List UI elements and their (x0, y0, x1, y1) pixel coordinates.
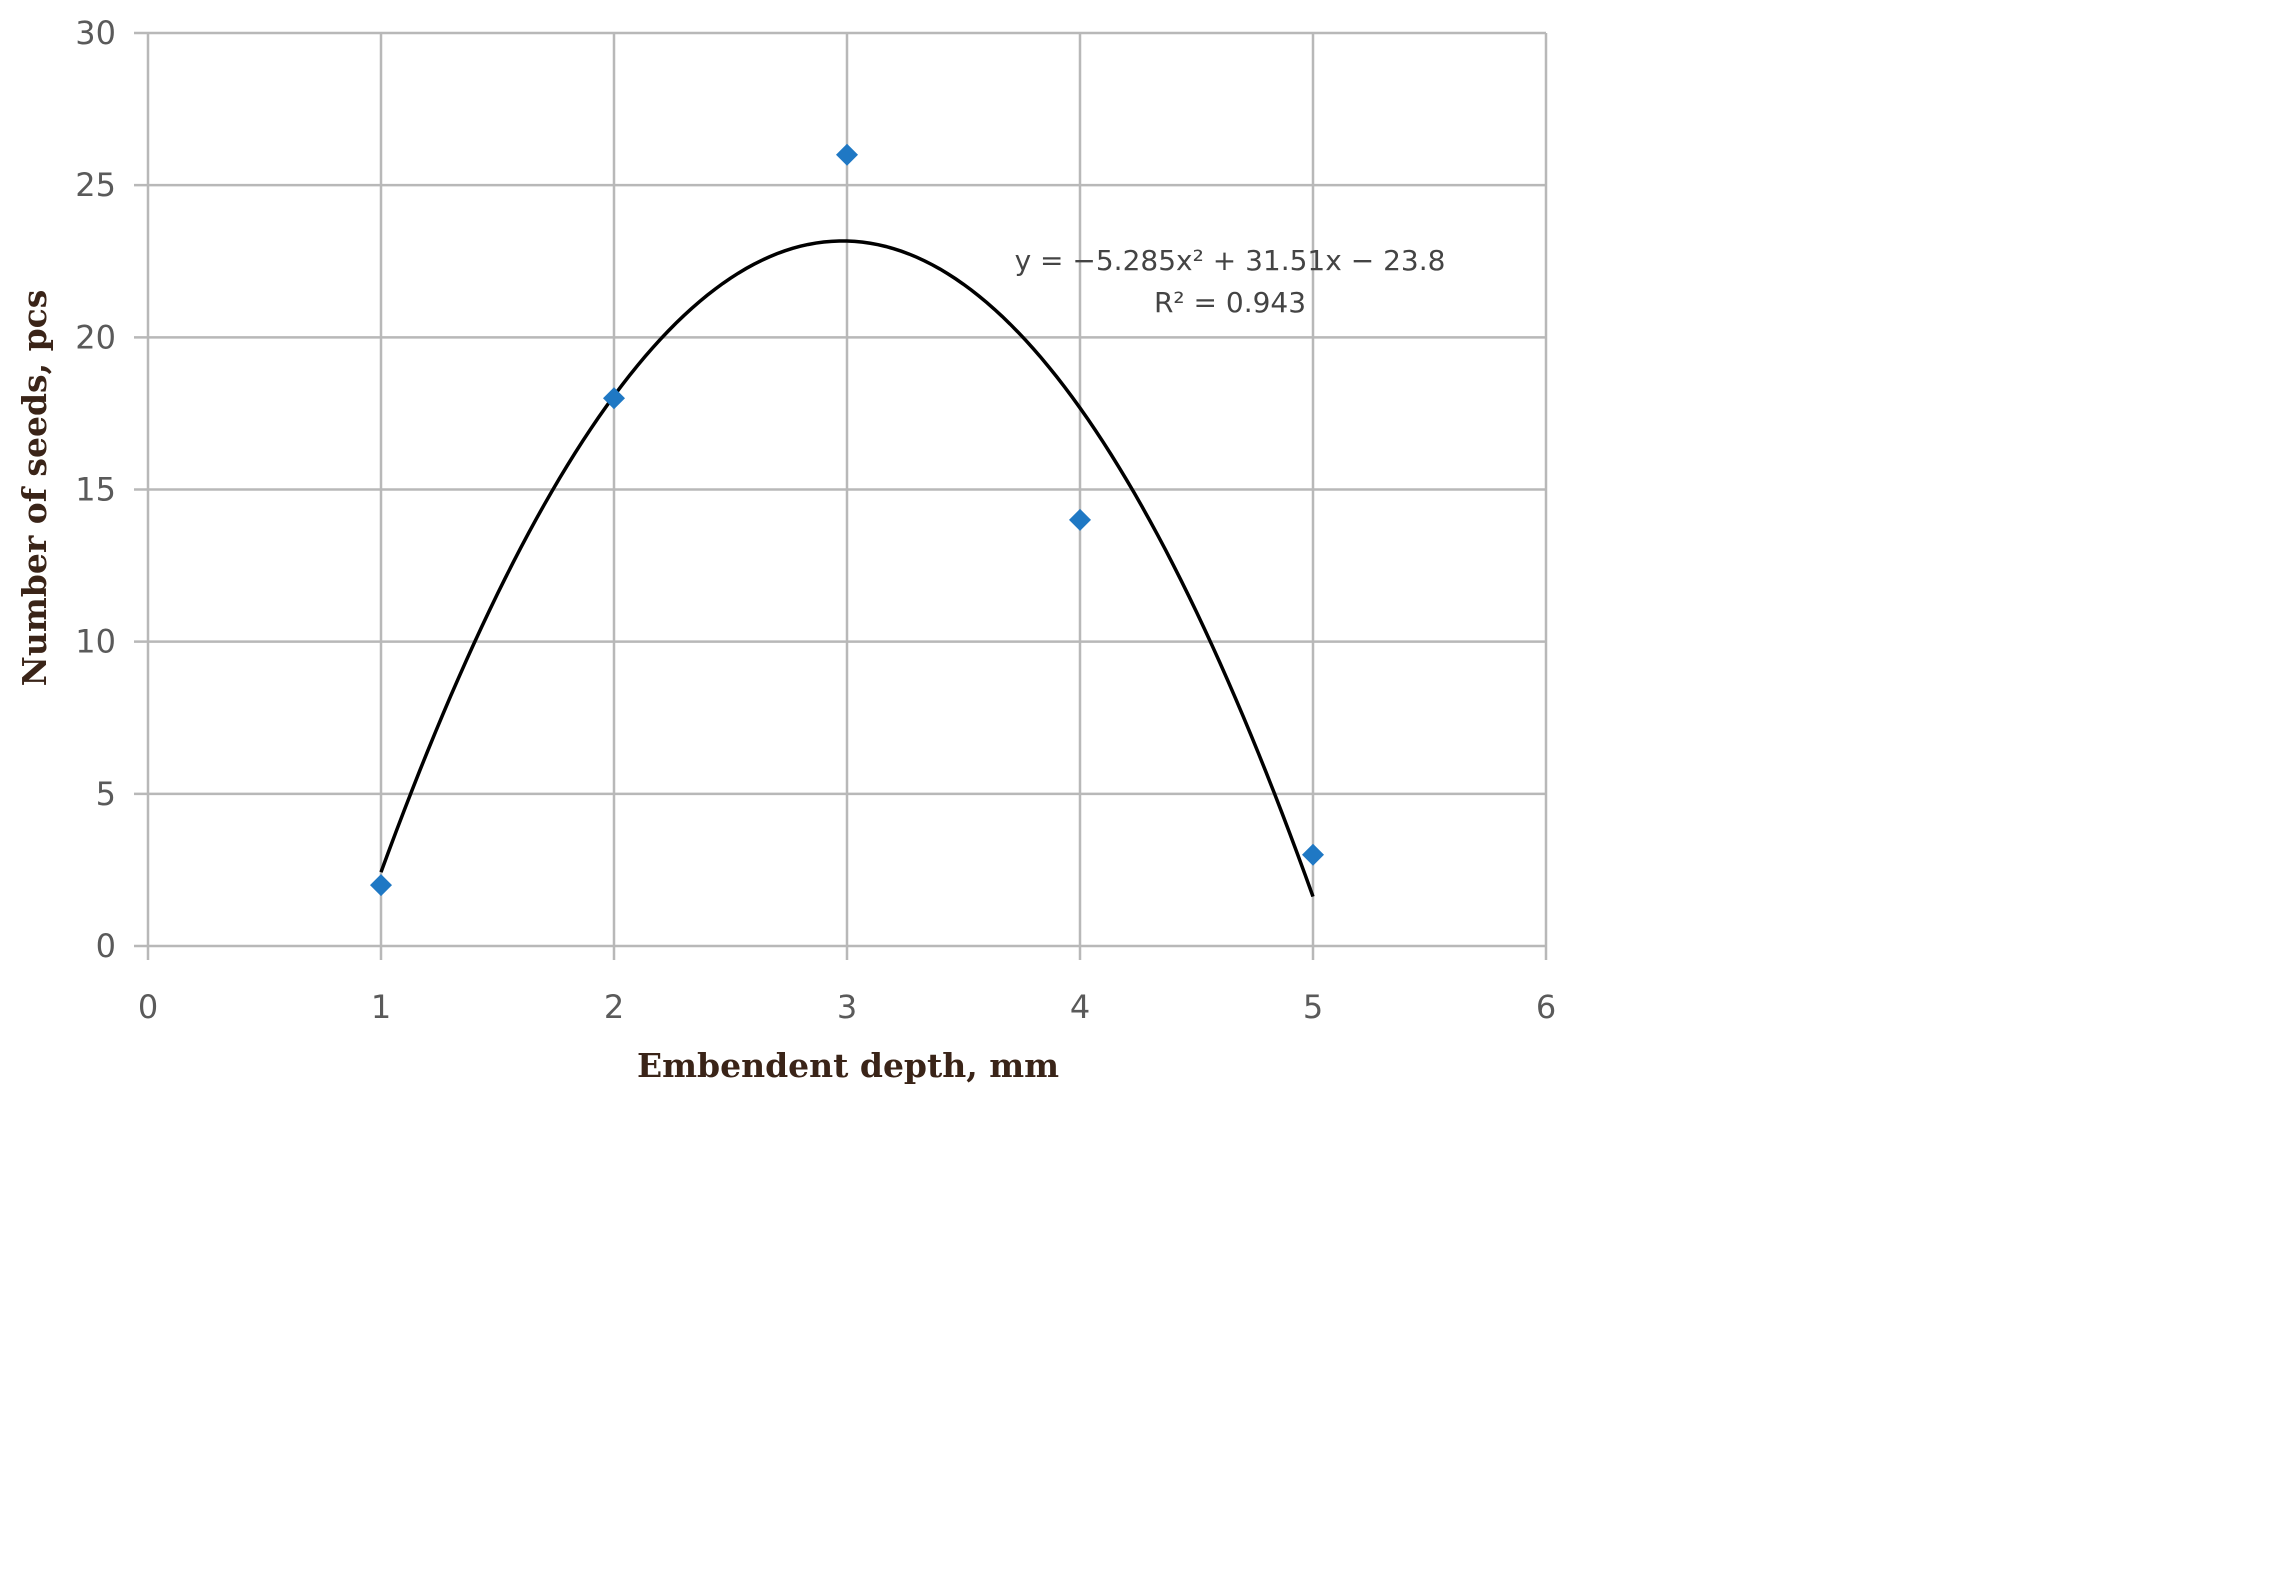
chart-container: 0 1 2 3 4 5 6 0 5 10 15 20 25 30 y = −5.285x² + 31.5… (0, 0, 1568, 1095)
y-tick-label-5: 25 (75, 166, 116, 204)
data-point-0-2 (836, 143, 858, 166)
data-points (370, 143, 1324, 897)
y-tick-label-6: 30 (75, 14, 116, 52)
x-axis-title: Embendent depth, mm (637, 1046, 1059, 1085)
polynomial-trendline (379, 239, 1315, 898)
data-point-0-0 (370, 874, 392, 897)
x-tick-label-4: 4 (1070, 988, 1090, 1026)
x-axis-ticks: 0 1 2 3 4 5 6 (138, 988, 1556, 1026)
x-tick-label-3: 3 (837, 988, 857, 1026)
y-tick-label-2: 10 (75, 623, 116, 661)
data-point-0-4 (1302, 843, 1324, 866)
y-tick-label-4: 20 (75, 318, 116, 356)
x-tick-label-0: 0 (138, 988, 158, 1026)
y-axis-title: Number of seeds, pcs (15, 290, 54, 687)
scatter-chart: 0 1 2 3 4 5 6 0 5 10 15 20 25 30 y = −5.285x² + 31.5… (15, 14, 1556, 1085)
data-point-0-1 (603, 387, 625, 410)
trendline-equation: y = −5.285x² + 31.51x − 23.8 (1015, 244, 1446, 277)
data-point-0-3 (1069, 508, 1091, 531)
y-tick-label-1: 5 (96, 775, 116, 813)
y-tick-label-0: 0 (96, 927, 116, 965)
x-tick-label-2: 2 (604, 988, 624, 1026)
x-tick-label-6: 6 (1536, 988, 1556, 1026)
x-tick-label-5: 5 (1303, 988, 1323, 1026)
grid (134, 31, 1548, 960)
trendline-r-squared: R² = 0.943 (1154, 286, 1306, 319)
x-tick-label-1: 1 (371, 988, 391, 1026)
y-axis-ticks: 0 5 10 15 20 25 30 (75, 14, 116, 965)
y-tick-label-3: 15 (75, 471, 116, 509)
